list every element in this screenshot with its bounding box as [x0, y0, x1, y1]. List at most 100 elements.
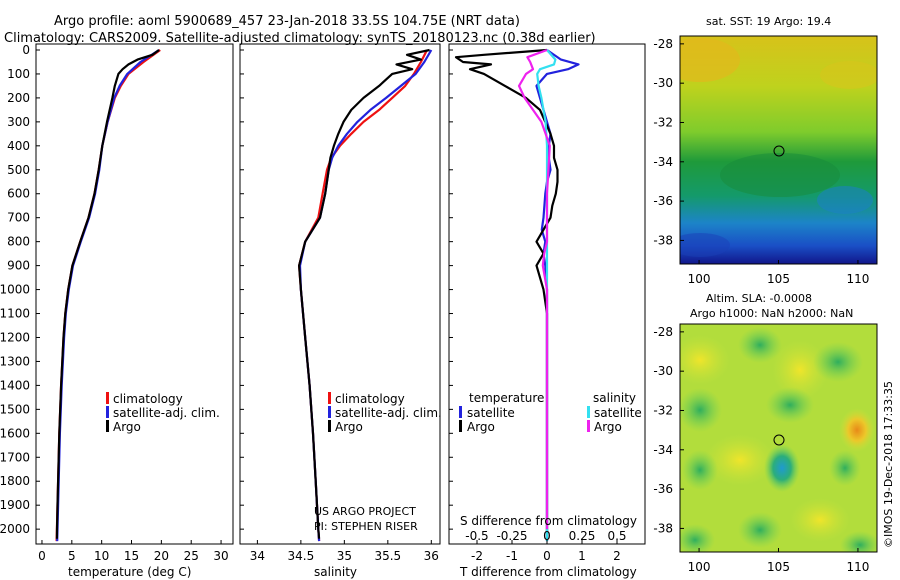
legend-satellite: satellite-adj. clim.	[113, 406, 220, 420]
sla-yellow-blob	[772, 340, 828, 400]
map-x-tick-label: 110	[846, 272, 869, 286]
sla-green-blob	[813, 342, 863, 382]
salinity-series	[298, 48, 433, 542]
sst-cool-patch	[680, 233, 730, 257]
x-tick-label: 0	[38, 549, 46, 563]
difference-x-ticks: -2 -1 0 1 2	[471, 540, 621, 563]
map-y-tick-label: -30	[653, 364, 673, 378]
depth-tick-label: 1500	[0, 402, 30, 416]
sst-map-x-ticks: 100 105 110	[688, 260, 869, 286]
sla-yellow-blob	[680, 335, 730, 385]
legend-swatch-satellite	[106, 406, 109, 418]
depth-tick-label: 200	[7, 91, 30, 105]
x-tick-label: 2	[613, 549, 621, 563]
depth-tick-label: 1800	[0, 474, 30, 488]
legend-swatch-argo	[328, 420, 331, 432]
sst-warm-patch	[680, 38, 740, 82]
series-line-climatology	[298, 49, 428, 542]
salinity-legend: climatology satellite-adj. clim. Argo	[328, 392, 442, 434]
sla-map-y-ticks: -28 -30 -32 -34 -36 -38	[653, 325, 684, 535]
depth-tick-label: 1100	[0, 307, 30, 321]
map-y-tick-label: -36	[653, 482, 673, 496]
map-x-tick-label: 100	[688, 272, 711, 286]
depth-tick-label: 800	[7, 235, 30, 249]
credit-project: US ARGO PROJECT	[314, 505, 416, 518]
legend-swatch-climatology	[328, 392, 331, 404]
x-tick-label: -2	[471, 549, 483, 563]
depth-tick-label: 100	[7, 67, 30, 81]
map-y-tick-label: -28	[653, 325, 673, 339]
legend-climatology: climatology	[113, 392, 183, 406]
map-x-tick-label: 100	[688, 560, 711, 574]
sla-green-blob	[738, 327, 782, 363]
x-tick-label: 35.5	[374, 549, 401, 563]
x-tick-label: 34.5	[288, 549, 315, 563]
sla-map-title-2: Argo h1000: NaN h2000: NaN	[690, 307, 853, 320]
legend-t-satellite: satellite	[467, 406, 515, 420]
legend-climatology: climatology	[335, 392, 405, 406]
temperature-x-ticks: 0 5 10 15 20 25 30	[38, 540, 229, 563]
legend-argo: Argo	[113, 420, 141, 434]
sst-warm-patch	[820, 61, 877, 89]
argo-position-marker	[773, 145, 785, 157]
difference-series	[454, 48, 580, 542]
legend-swatch-t-satellite	[459, 406, 462, 418]
temperature-series	[55, 49, 161, 542]
depth-tick-label: 1700	[0, 450, 30, 464]
depth-tick-label: 1400	[0, 378, 30, 392]
temperature-panel-frame	[35, 43, 234, 545]
top-tick-label: -0.5	[465, 529, 488, 543]
sla-green-blob	[680, 524, 715, 552]
legend-swatch-s-satellite	[587, 406, 590, 418]
credit-pi: PI: STEPHEN RISER	[314, 520, 418, 533]
depth-axis: 0 100 200 300 400 500 600 700 800 900 1000 1100 1200…	[0, 43, 453, 536]
depth-tick-label: 1200	[0, 330, 30, 344]
sla-map-title-1: Altim. SLA: -0.0008	[706, 292, 812, 305]
argo-position-marker	[773, 434, 785, 446]
legend-swatch-t-argo	[459, 420, 462, 432]
depth-tick-label: 1600	[0, 426, 30, 440]
sla-yellow-blob	[790, 498, 850, 542]
sst-map-title: sat. SST: 19 Argo: 19.4	[706, 15, 831, 28]
map-x-tick-label: 105	[767, 272, 790, 286]
map-y-tick-label: -38	[653, 233, 673, 247]
sla-green-blob	[840, 531, 877, 552]
legend-swatch-climatology	[106, 392, 109, 404]
title-line-2: Climatology: CARS2009. Satellite-adjuste…	[4, 31, 596, 46]
legend-temp-title: temperature	[469, 391, 544, 405]
sst-cool-patch	[817, 186, 873, 214]
depth-tick-label: 900	[7, 259, 30, 273]
depth-tick-label: 700	[7, 211, 30, 225]
map-y-tick-label: -34	[653, 155, 673, 169]
depth-tick-label: 0	[22, 43, 30, 57]
depth-tick-label: 1300	[0, 354, 30, 368]
x-tick-label: 35	[337, 549, 352, 563]
x-tick-label: 1	[578, 549, 586, 563]
series-line-satellite-adj-clim-	[56, 49, 160, 542]
sla-map-x-ticks: 100 105 110	[688, 548, 869, 574]
legend-swatch-argo	[106, 420, 109, 432]
x-tick-label: 34	[250, 549, 265, 563]
series-line-satellite-adj-clim-	[298, 49, 433, 542]
sla-green-blob	[682, 450, 718, 490]
top-tick-label: 0.5	[607, 529, 626, 543]
salinity-x-ticks: 34 34.5 35 35.5 36	[250, 540, 439, 563]
x-tick-label: 15	[124, 549, 139, 563]
top-tick-label: 0.25	[569, 529, 596, 543]
depth-tick-label: 300	[7, 115, 30, 129]
x-tick-label: 36	[424, 549, 439, 563]
temperature-xlabel: temperature (deg C)	[68, 565, 191, 579]
top-tick-label: -0.25	[496, 529, 527, 543]
difference-xlabel: T difference from climatology	[459, 565, 637, 579]
map-x-tick-label: 110	[846, 560, 869, 574]
top-tick-label: 0	[543, 529, 551, 543]
depth-tick-label: 400	[7, 139, 30, 153]
map-y-tick-label: -32	[653, 403, 673, 417]
sla-green-blob	[680, 388, 722, 432]
salinity-xlabel: salinity	[314, 565, 357, 579]
series-line-climatology	[55, 49, 161, 542]
map-y-tick-label: -32	[653, 115, 673, 129]
sla-green-blob	[766, 387, 814, 423]
legend-sal-title: salinity	[593, 391, 636, 405]
